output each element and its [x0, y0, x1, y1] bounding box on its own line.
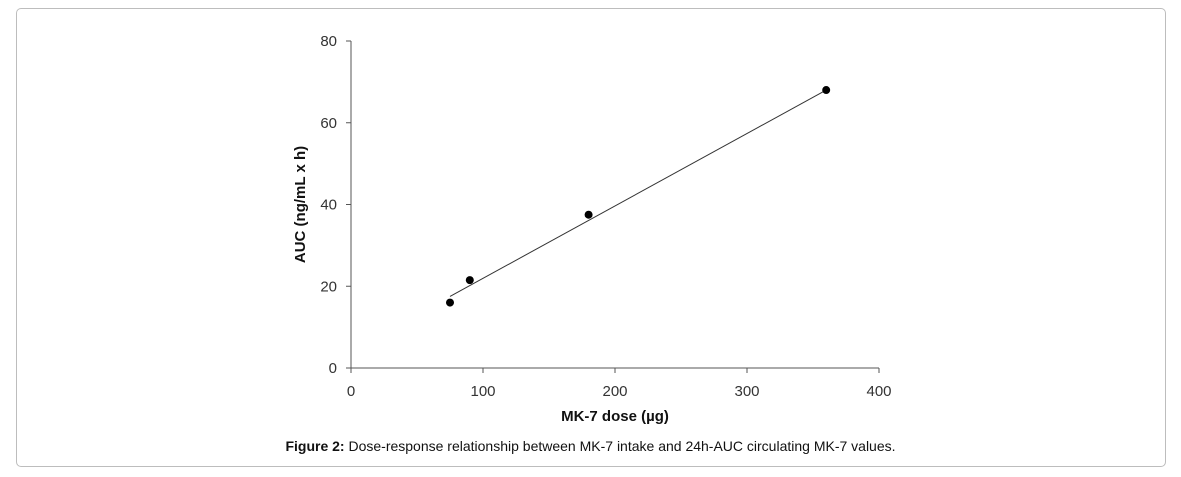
figure-frame	[16, 8, 1166, 467]
y-tick-label: 40	[320, 197, 337, 214]
y-tick-label: 60	[320, 115, 337, 132]
trendline-group	[449, 89, 827, 297]
figure-caption: Figure 2: Dose-response relationship bet…	[0, 438, 1181, 454]
data-point	[446, 298, 454, 307]
caption-text: Dose-response relationship between MK-7 …	[344, 438, 896, 454]
x-tick-label: 400	[866, 383, 891, 400]
x-axis-title: MK-7 dose (µg)	[561, 408, 669, 425]
x-tick-label: 100	[470, 383, 495, 400]
x-tick-label: 0	[347, 383, 355, 400]
data-point	[465, 276, 474, 285]
y-tick-label: 80	[320, 33, 337, 50]
x-tick-label: 200	[602, 383, 627, 400]
data-point	[584, 210, 593, 219]
trendline	[449, 89, 827, 297]
y-tick-label: 0	[329, 360, 337, 377]
x-tick-label: 300	[734, 383, 759, 400]
y-axis-title: AUC (ng/mL x h)	[292, 146, 309, 263]
caption-label: Figure 2:	[285, 438, 345, 454]
data-points	[446, 86, 831, 307]
data-point	[822, 86, 831, 95]
chart-axes	[346, 40, 880, 373]
axis-labels: 0 20 40 60 80 0 100 200 300 400 MK-7 dose (µg) AUC …	[292, 33, 892, 425]
y-tick-label: 20	[320, 278, 337, 295]
